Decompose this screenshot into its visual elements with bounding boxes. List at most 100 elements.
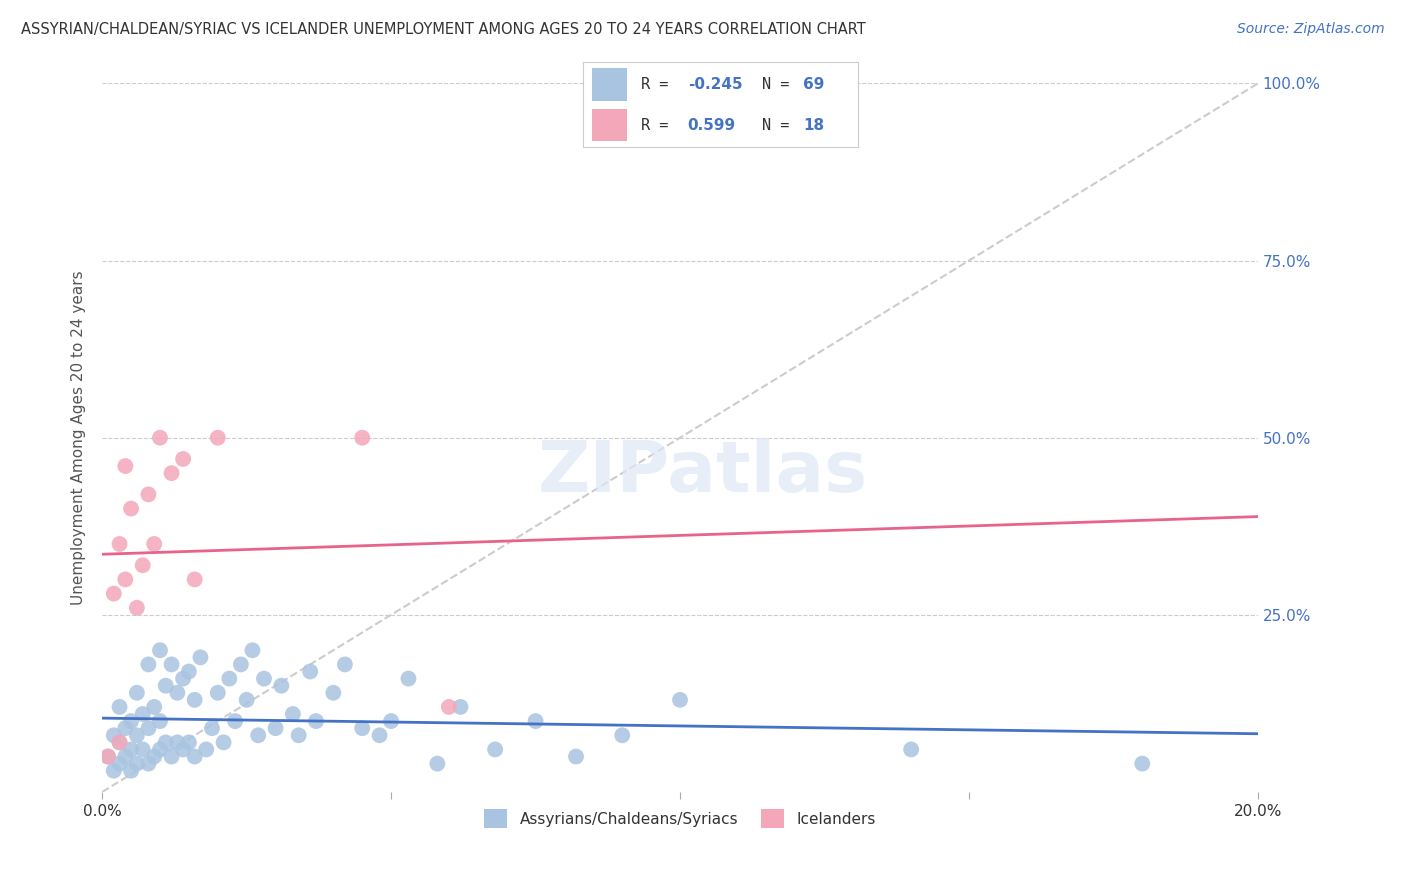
Point <box>108 735 131 749</box>
Point <box>138 657 160 672</box>
Point <box>524 714 547 728</box>
Point <box>143 749 166 764</box>
Point <box>114 458 136 473</box>
Point <box>103 764 125 778</box>
Point <box>305 714 328 728</box>
Point <box>218 672 240 686</box>
Point <box>172 672 194 686</box>
Point <box>368 728 391 742</box>
Point <box>287 728 309 742</box>
Point <box>437 700 460 714</box>
Text: 69: 69 <box>803 77 824 92</box>
Point <box>149 643 172 657</box>
Point <box>235 693 257 707</box>
Point <box>201 721 224 735</box>
Bar <box>592 109 627 141</box>
Point <box>333 657 356 672</box>
Point <box>131 706 153 721</box>
Point <box>183 749 205 764</box>
Point <box>229 657 252 672</box>
Point <box>125 600 148 615</box>
Text: R =: R = <box>641 118 678 133</box>
Point <box>120 501 142 516</box>
Point <box>247 728 270 742</box>
Point <box>138 487 160 501</box>
Point <box>103 586 125 600</box>
Point <box>114 573 136 587</box>
Point <box>138 721 160 735</box>
Point <box>108 537 131 551</box>
Point <box>103 728 125 742</box>
Point <box>143 700 166 714</box>
Point <box>669 693 692 707</box>
Point <box>125 756 148 771</box>
Point <box>149 431 172 445</box>
Point <box>190 650 212 665</box>
Point <box>322 686 344 700</box>
Point <box>143 537 166 551</box>
Point <box>270 679 292 693</box>
Text: N =: N = <box>762 118 799 133</box>
Point <box>352 431 374 445</box>
Point <box>281 706 304 721</box>
Point <box>160 749 183 764</box>
Point <box>242 643 264 657</box>
Point <box>120 742 142 756</box>
Point <box>183 573 205 587</box>
Point <box>155 679 177 693</box>
Text: 0.599: 0.599 <box>688 118 735 133</box>
Point <box>131 742 153 756</box>
Point <box>120 764 142 778</box>
Point <box>177 735 200 749</box>
Point <box>426 756 449 771</box>
Point <box>138 756 160 771</box>
Text: -0.245: -0.245 <box>688 77 742 92</box>
Point <box>160 466 183 480</box>
Point <box>449 700 471 714</box>
Point <box>224 714 246 728</box>
Point <box>166 686 188 700</box>
Text: ZIPatlas: ZIPatlas <box>538 438 868 508</box>
Point <box>120 714 142 728</box>
Point <box>900 742 922 756</box>
Point <box>299 665 322 679</box>
Point <box>155 735 177 749</box>
Point <box>207 431 229 445</box>
Bar <box>592 69 627 101</box>
Text: N =: N = <box>762 77 799 92</box>
Text: Source: ZipAtlas.com: Source: ZipAtlas.com <box>1237 22 1385 37</box>
Text: ASSYRIAN/CHALDEAN/SYRIAC VS ICELANDER UNEMPLOYMENT AMONG AGES 20 TO 24 YEARS COR: ASSYRIAN/CHALDEAN/SYRIAC VS ICELANDER UN… <box>21 22 866 37</box>
Point <box>484 742 506 756</box>
Point <box>352 721 374 735</box>
Point <box>166 735 188 749</box>
Point <box>264 721 287 735</box>
Point <box>131 558 153 573</box>
Y-axis label: Unemployment Among Ages 20 to 24 years: Unemployment Among Ages 20 to 24 years <box>72 270 86 605</box>
Point <box>114 749 136 764</box>
Point <box>97 749 120 764</box>
Point <box>195 742 218 756</box>
Point <box>177 665 200 679</box>
Point <box>380 714 402 728</box>
Point <box>108 735 131 749</box>
Point <box>212 735 235 749</box>
Point <box>108 700 131 714</box>
Point <box>253 672 276 686</box>
Point <box>125 686 148 700</box>
Point <box>183 693 205 707</box>
Point <box>108 756 131 771</box>
Point <box>398 672 420 686</box>
Point <box>172 452 194 467</box>
Point <box>125 728 148 742</box>
Legend: Assyrians/Chaldeans/Syriacs, Icelanders: Assyrians/Chaldeans/Syriacs, Icelanders <box>478 803 882 834</box>
Point <box>149 714 172 728</box>
Point <box>565 749 588 764</box>
Text: R =: R = <box>641 77 678 92</box>
Point <box>114 721 136 735</box>
Point <box>207 686 229 700</box>
Point <box>160 657 183 672</box>
Point <box>612 728 634 742</box>
Point <box>149 742 172 756</box>
Point <box>1130 756 1153 771</box>
Text: 18: 18 <box>803 118 824 133</box>
